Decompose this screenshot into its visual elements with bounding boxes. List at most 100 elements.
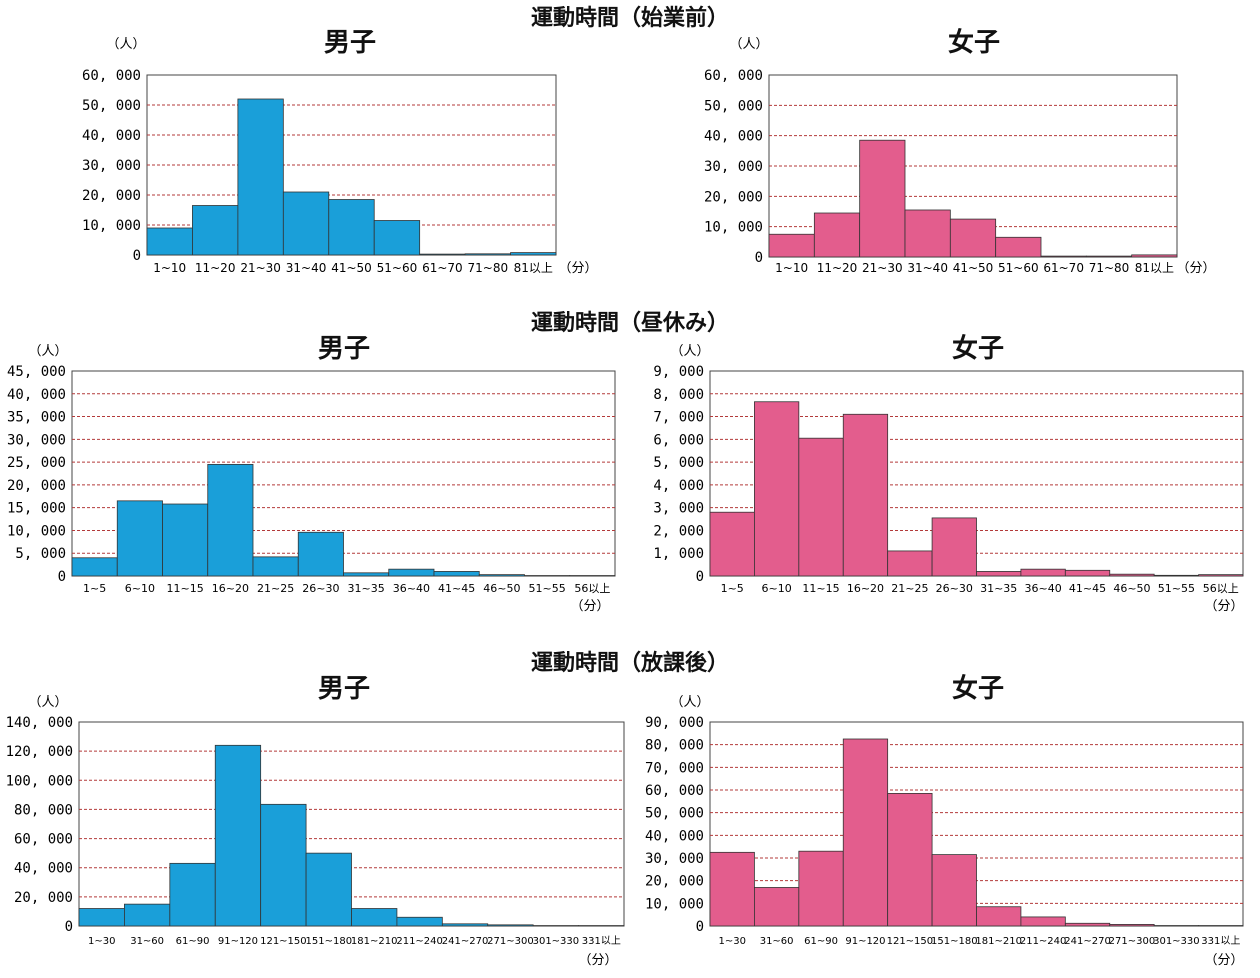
bar (798, 850, 844, 927)
bar (1064, 569, 1111, 577)
y-tick-label: 5, 000 (15, 546, 66, 562)
x-tick-label: 271~300 (487, 936, 534, 947)
x-tick-label: 1~5 (83, 582, 106, 595)
bar (976, 571, 1022, 577)
bar (949, 218, 997, 258)
y-tick-label: 20, 000 (704, 189, 763, 205)
bar (931, 517, 977, 577)
bar (328, 199, 375, 256)
x-axis-unit-label: （分） (1176, 261, 1215, 276)
x-tick-label: 61~70 (1043, 261, 1084, 275)
bar (162, 503, 209, 577)
bar (124, 903, 171, 927)
bar (976, 906, 1022, 927)
x-tick-label: 26~30 (302, 582, 339, 595)
y-tick-label: 60, 000 (704, 68, 763, 84)
y-tick-label: 20, 000 (7, 478, 66, 494)
y-tick-label: 10, 000 (704, 220, 763, 236)
bar (351, 908, 398, 927)
bar (1153, 574, 1199, 577)
x-tick-label: 81以上 (514, 261, 553, 275)
y-tick-label: 35, 000 (7, 410, 66, 426)
y-tick-label: 1, 000 (653, 546, 704, 562)
x-tick-label: 31~40 (286, 261, 327, 275)
bar (78, 908, 125, 927)
y-tick-label: 60, 000 (82, 68, 141, 84)
y-tick-label: 0 (133, 248, 141, 264)
bar (433, 571, 480, 577)
bar (237, 98, 284, 256)
chart-after-school-male: 0 20, 000 40, 000 60, 000 80, 000 100, 000 120… (6, 695, 625, 968)
y-tick-label: 50, 000 (82, 98, 141, 114)
x-tick-label: 1~10 (153, 261, 186, 275)
x-tick-label: 71~80 (468, 261, 509, 275)
x-tick-label: 21~25 (891, 582, 928, 595)
x-tick-label: 11~20 (195, 261, 236, 275)
bar (464, 253, 511, 256)
x-tick-label: 1~30 (88, 936, 115, 947)
x-tick-label: 56以上 (574, 582, 610, 595)
x-tick-label: 81以上 (1135, 261, 1174, 275)
x-tick-label: 1~30 (718, 936, 745, 947)
bar (305, 852, 352, 927)
x-tick-label: 51~60 (998, 261, 1039, 275)
y-tick-label: 30, 000 (82, 158, 141, 174)
x-tick-label: 61~90 (804, 936, 838, 947)
bar (169, 862, 216, 927)
x-tick-label: 211~240 (396, 936, 443, 947)
section-title-lunch-break: 運動時間（昼休み） (530, 311, 729, 336)
y-tick-label: 8, 000 (653, 387, 704, 403)
y-tick-label: 40, 000 (82, 128, 141, 144)
bar (252, 556, 299, 577)
chart-lunch-female: 0 1, 000 2, 000 3, 000 4, 000 5, 000 6, 000 7, … (653, 344, 1243, 614)
x-tick-label: 21~25 (257, 582, 294, 595)
y-tick-label: 10, 000 (645, 896, 704, 912)
bar (510, 252, 557, 256)
y-tick-label: 50, 000 (704, 98, 763, 114)
x-tick-label: 16~20 (847, 582, 884, 595)
bar (343, 572, 390, 577)
x-tick-label: 1~5 (721, 582, 744, 595)
bar (146, 227, 193, 256)
y-tick-label: 30, 000 (7, 432, 66, 448)
bar (1198, 574, 1244, 577)
y-tick-label: 20, 000 (645, 874, 704, 890)
bar (1020, 568, 1066, 577)
x-axis-unit-label: （分） (1204, 599, 1243, 614)
x-tick-label: 301~330 (1153, 936, 1200, 947)
bar (260, 803, 307, 927)
y-tick-label: 30, 000 (645, 851, 704, 867)
chart-title-after-school-female: 女子 (952, 674, 1005, 704)
y-tick-label: 3, 000 (653, 501, 704, 517)
x-tick-label: 1~10 (775, 261, 808, 275)
y-tick-label: 70, 000 (645, 760, 704, 776)
y-tick-label: 10, 000 (7, 523, 66, 539)
bar (192, 205, 239, 256)
y-tick-label: 140, 000 (6, 715, 73, 731)
bar (396, 916, 443, 927)
x-tick-label: 31~35 (980, 582, 1017, 595)
bar (887, 550, 933, 577)
x-tick-label: 51~55 (1158, 582, 1195, 595)
bar (207, 463, 254, 577)
bar (419, 253, 466, 256)
bar (798, 437, 844, 577)
x-tick-label: 181~210 (975, 936, 1022, 947)
x-tick-label: 51~55 (529, 582, 566, 595)
y-tick-label: 25, 000 (7, 455, 66, 471)
x-tick-label: 56以上 (1203, 582, 1239, 595)
y-tick-label: 100, 000 (6, 773, 73, 789)
bar (1064, 922, 1111, 927)
section-title-before-school: 運動時間（始業前） (530, 6, 729, 31)
bar (859, 139, 906, 258)
y-tick-label: 0 (696, 919, 704, 935)
x-axis-unit-label: （分） (570, 599, 609, 614)
chart-title-lunch-male: 男子 (318, 334, 371, 364)
x-tick-label: 241~270 (442, 936, 489, 947)
bar (116, 500, 163, 577)
x-tick-label: 11~15 (167, 582, 204, 595)
x-tick-label: 36~40 (1025, 582, 1062, 595)
chart-before-school-male: 0 10, 000 20, 000 30, 000 40, 000 50, 000 60, … (82, 37, 598, 276)
bar (887, 793, 933, 927)
